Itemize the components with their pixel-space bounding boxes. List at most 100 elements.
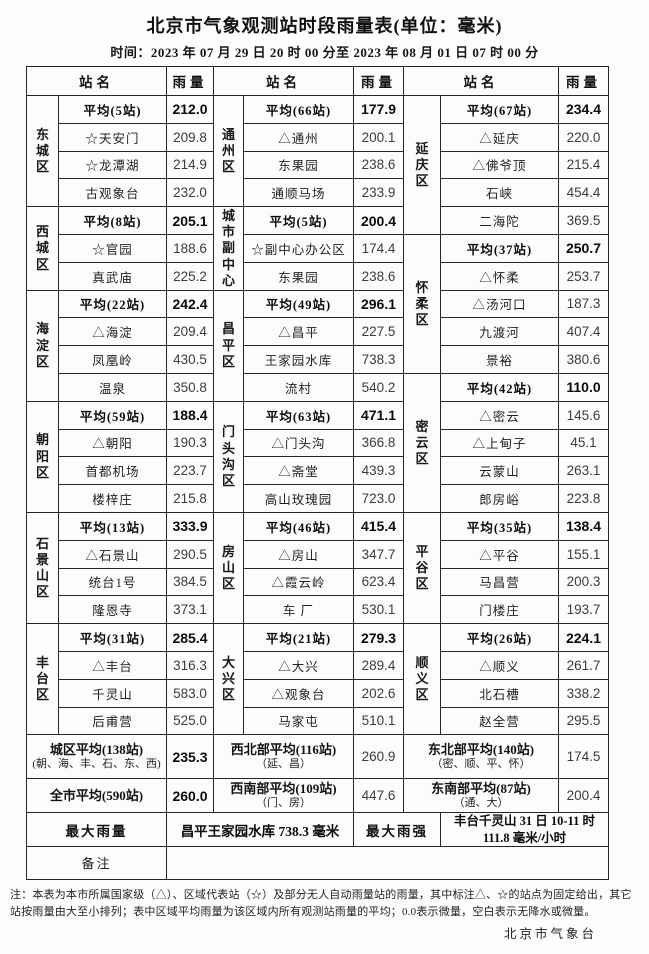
rain-value-cell: 407.4 bbox=[558, 317, 609, 347]
station-cell: 平均(37站) bbox=[440, 233, 559, 263]
rain-value-cell: 220.0 bbox=[558, 122, 609, 152]
rain-value-cell: 369.5 bbox=[558, 206, 609, 235]
summary-southwest-avg-cell: 西南部平均(109站) （门、房） bbox=[213, 778, 354, 814]
rain-value-cell: 200.1 bbox=[353, 122, 404, 152]
rain-value-cell: 224.1 bbox=[558, 623, 609, 652]
station-cell: 统台1号 bbox=[58, 567, 167, 597]
rain-value-cell: 223.7 bbox=[166, 456, 214, 486]
rain-value-cell: 205.1 bbox=[166, 206, 214, 235]
station-cell: △上甸子 bbox=[440, 428, 559, 458]
rain-value-cell: 145.6 bbox=[558, 400, 609, 430]
rain-value-cell: 45.1 bbox=[558, 428, 609, 458]
rain-value-cell: 380.6 bbox=[558, 345, 609, 374]
summary-city-avg-value: 260.0 bbox=[166, 778, 214, 814]
rain-value-cell: 263.1 bbox=[558, 456, 609, 486]
station-cell: 平均(35站) bbox=[440, 511, 559, 541]
station-cell: 平均(31站) bbox=[58, 623, 167, 652]
rainfall-table: 站名 雨量 站名 雨量 站名 雨量 东城区 平均(5站) 212.0 通州区 平… bbox=[26, 66, 609, 880]
station-cell: 平均(5站) bbox=[243, 206, 354, 235]
rain-value-cell: 510.1 bbox=[353, 706, 404, 736]
station-cell: 平均(42站) bbox=[440, 372, 559, 402]
rain-value-cell: 202.6 bbox=[353, 678, 404, 708]
station-cell: △霞云岭 bbox=[243, 567, 354, 597]
district-label: 昌平区 bbox=[213, 289, 244, 402]
footnote-line1: 注：本表为本市所属国家级（△）、区域代表站（☆）及部分无人自动雨量站的雨量，其中… bbox=[10, 888, 632, 901]
station-cell: 车 厂 bbox=[243, 595, 354, 625]
station-cell: 石峡 bbox=[440, 178, 559, 208]
rain-value-cell: 187.3 bbox=[558, 289, 609, 319]
station-cell: ☆官园 bbox=[58, 233, 167, 263]
remark-label: 备注 bbox=[26, 845, 167, 880]
rain-value-cell: 350.8 bbox=[166, 372, 214, 402]
header-cell-station: 站名 bbox=[213, 66, 354, 96]
station-cell: 真武庙 bbox=[58, 261, 167, 291]
station-cell: 平均(22站) bbox=[58, 289, 167, 319]
header-cell-rain: 雨量 bbox=[353, 66, 404, 96]
station-cell: 平均(49站) bbox=[243, 289, 354, 319]
rain-value-cell: 233.9 bbox=[353, 178, 404, 208]
rain-value-cell: 279.3 bbox=[353, 623, 404, 652]
station-cell: 二海陀 bbox=[440, 206, 559, 235]
rain-value-cell: 238.6 bbox=[353, 261, 404, 291]
summary-northwest-avg-value: 260.9 bbox=[353, 734, 404, 780]
station-cell: 平均(13站) bbox=[58, 511, 167, 541]
station-cell: △延庆 bbox=[440, 122, 559, 152]
rain-value-cell: 338.2 bbox=[558, 678, 609, 708]
summary-southwest-avg-value: 447.6 bbox=[353, 778, 404, 814]
header-cell-station: 站名 bbox=[403, 66, 559, 96]
station-cell: ☆副中心办公区 bbox=[243, 233, 354, 263]
station-cell: △海淀 bbox=[58, 317, 167, 347]
district-label: 大兴区 bbox=[213, 623, 244, 736]
station-cell: △门头沟 bbox=[243, 428, 354, 458]
station-cell: 王家园水库 bbox=[243, 345, 354, 374]
agency-signature: 北京市气象台 bbox=[503, 926, 597, 941]
rain-value-cell: 110.0 bbox=[558, 372, 609, 402]
station-cell: 平均(21站) bbox=[243, 623, 354, 652]
rain-value-cell: 439.3 bbox=[353, 456, 404, 486]
station-cell: ☆天安门 bbox=[58, 122, 167, 152]
rain-value-cell: 525.0 bbox=[166, 706, 214, 736]
rain-value-cell: 223.8 bbox=[558, 484, 609, 513]
station-cell: △观象台 bbox=[243, 678, 354, 708]
rain-value-cell: 209.8 bbox=[166, 122, 214, 152]
rain-value-cell: 261.7 bbox=[558, 650, 609, 680]
rain-value-cell: 289.4 bbox=[353, 650, 404, 680]
station-cell: △佛爷顶 bbox=[440, 150, 559, 180]
station-cell: 东果园 bbox=[243, 150, 354, 180]
station-cell: 平均(26站) bbox=[440, 623, 559, 652]
station-cell: △汤河口 bbox=[440, 289, 559, 319]
max-rain-label: 最大雨量 bbox=[26, 812, 167, 847]
station-cell: 平均(67站) bbox=[440, 95, 559, 124]
district-label: 石景山区 bbox=[26, 511, 59, 625]
district-label: 城市副中心 bbox=[213, 206, 244, 291]
rain-value-cell: 333.9 bbox=[166, 511, 214, 541]
station-cell: 流村 bbox=[243, 372, 354, 402]
station-cell: 通顺马场 bbox=[243, 178, 354, 208]
station-cell: 门楼庄 bbox=[440, 595, 559, 625]
station-cell: 郎房峪 bbox=[440, 484, 559, 513]
station-cell: 隆恩寺 bbox=[58, 595, 167, 625]
district-label: 怀柔区 bbox=[403, 233, 441, 374]
station-cell: 平均(46站) bbox=[243, 511, 354, 541]
station-cell: 景裕 bbox=[440, 345, 559, 374]
rain-value-cell: 238.6 bbox=[353, 150, 404, 180]
district-label: 通州区 bbox=[213, 94, 244, 208]
max-intensity-value: 丰台千灵山 31 日 10-11 时 111.8 毫米/小时 bbox=[440, 812, 609, 847]
station-cell: △平谷 bbox=[440, 539, 559, 569]
station-cell: 赵全营 bbox=[440, 706, 559, 736]
station-cell: 平均(8站) bbox=[58, 206, 167, 235]
rain-value-cell: 242.4 bbox=[166, 289, 214, 319]
station-cell: 云蒙山 bbox=[440, 456, 559, 486]
rain-value-cell: 384.5 bbox=[166, 567, 214, 597]
summary-urban-avg-value: 235.3 bbox=[166, 734, 214, 780]
rain-value-cell: 290.5 bbox=[166, 539, 214, 569]
station-cell: 古观象台 bbox=[58, 178, 167, 208]
district-label: 朝阳区 bbox=[26, 400, 59, 513]
rain-value-cell: 454.4 bbox=[558, 178, 609, 208]
rain-value-cell: 285.4 bbox=[166, 623, 214, 652]
station-cell: 马家屯 bbox=[243, 706, 354, 736]
rain-value-cell: 174.4 bbox=[353, 233, 404, 263]
rain-value-cell: 214.9 bbox=[166, 150, 214, 180]
station-cell: 东果园 bbox=[243, 261, 354, 291]
district-label: 门头沟区 bbox=[213, 400, 244, 513]
